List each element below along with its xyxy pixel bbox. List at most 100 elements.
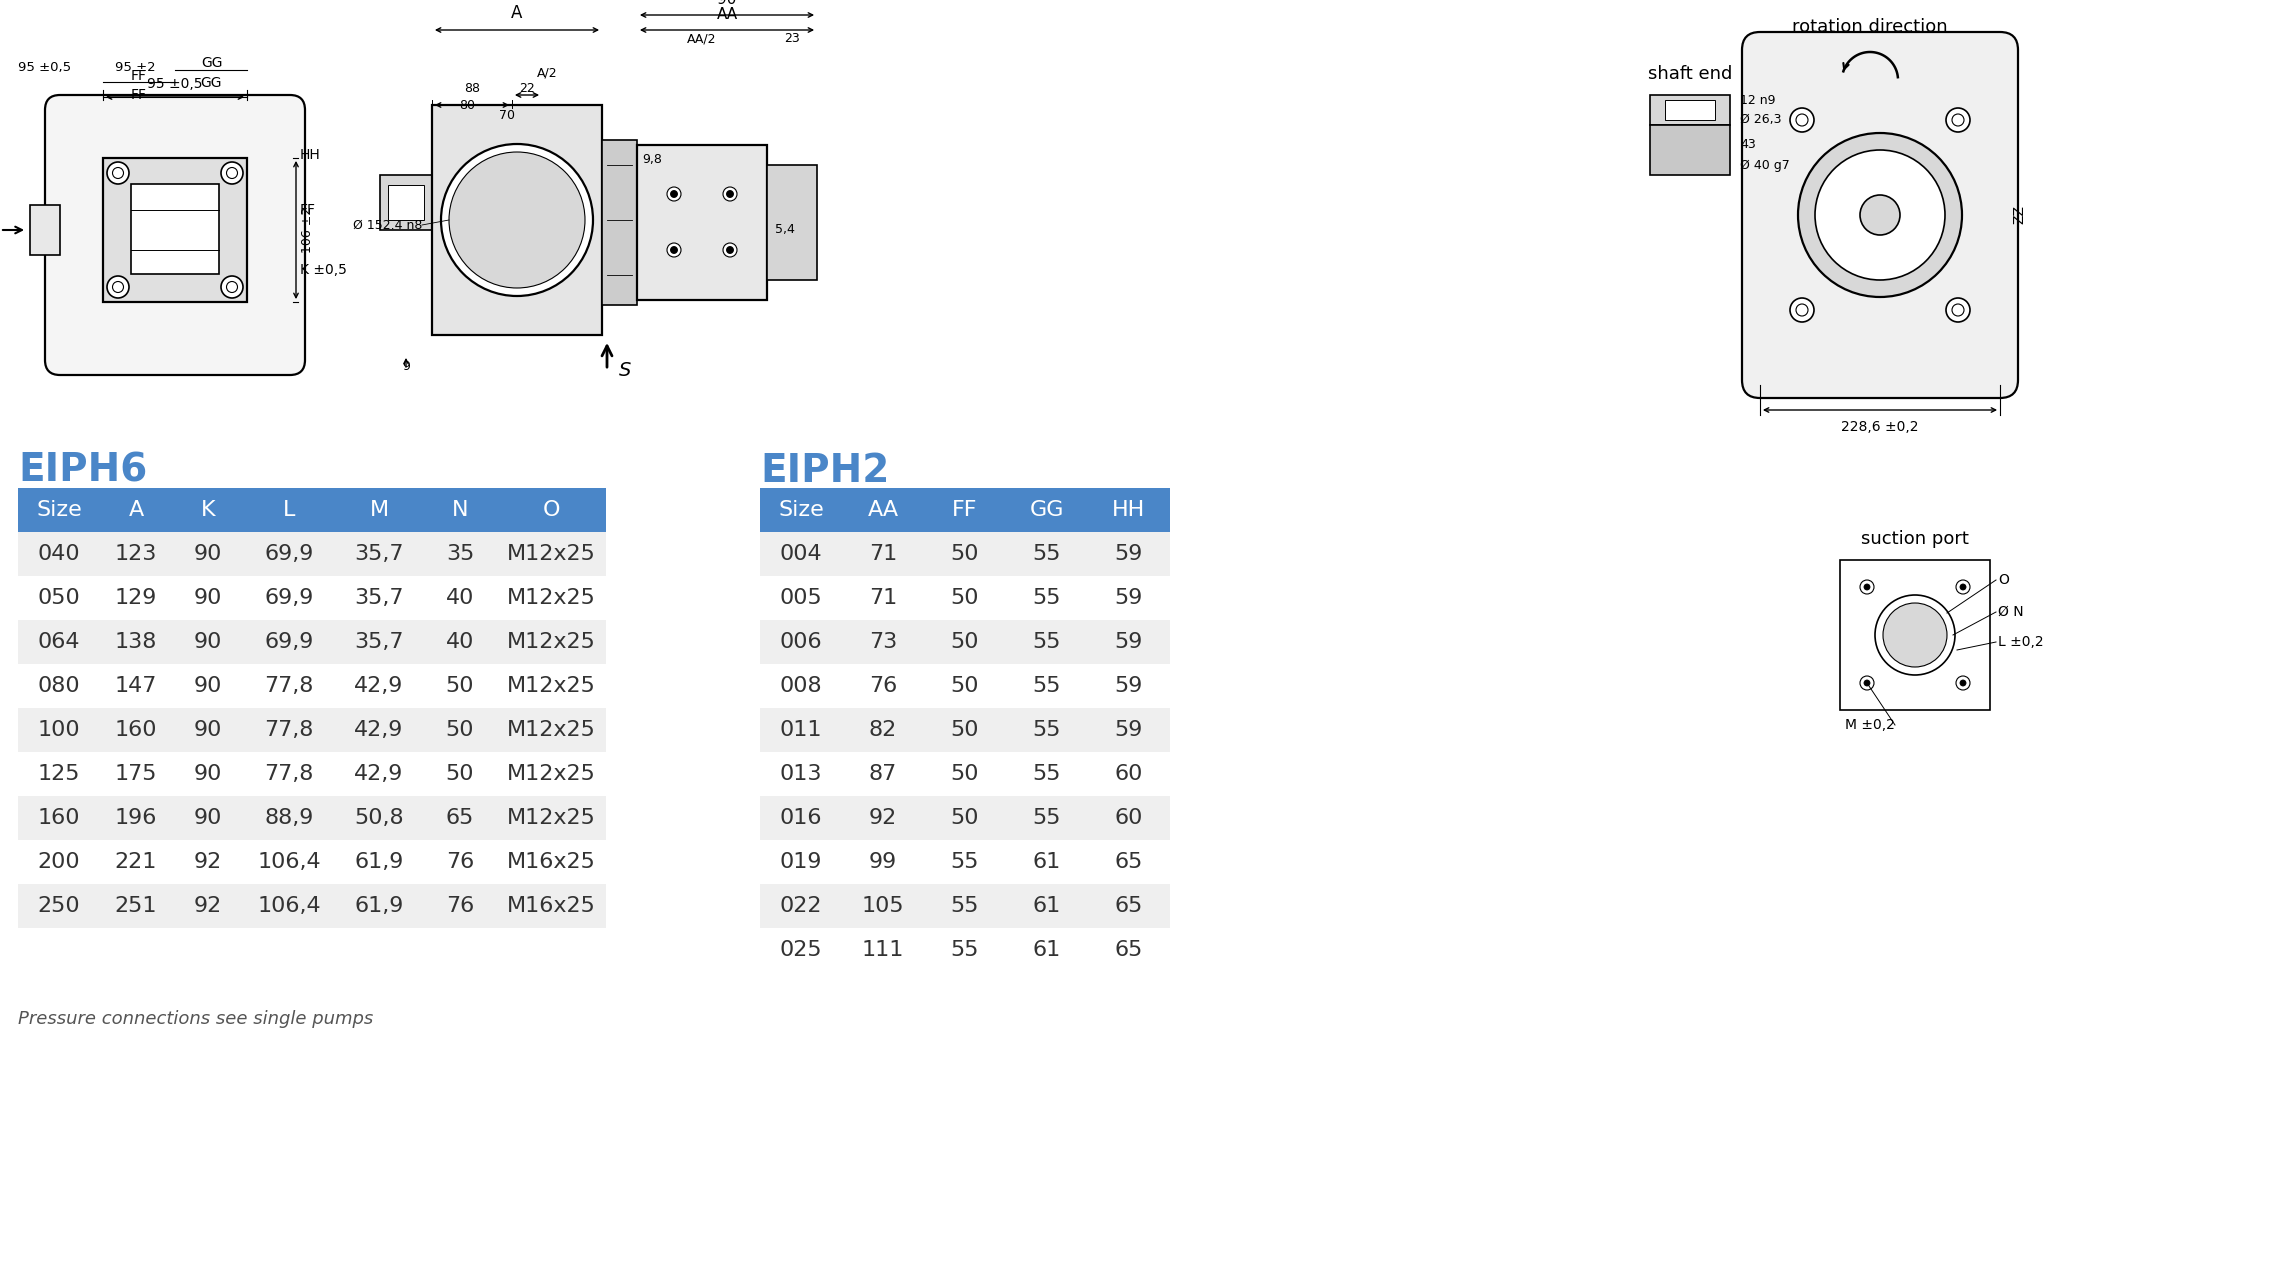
FancyBboxPatch shape (843, 488, 925, 533)
Text: L ±0,2: L ±0,2 (1997, 635, 2043, 649)
Circle shape (722, 186, 736, 202)
Text: EIPH6: EIPH6 (18, 451, 148, 489)
Text: 65: 65 (445, 808, 475, 828)
Text: 55: 55 (1034, 631, 1061, 652)
FancyBboxPatch shape (173, 708, 243, 752)
FancyBboxPatch shape (173, 664, 243, 708)
FancyBboxPatch shape (761, 708, 843, 752)
FancyBboxPatch shape (761, 884, 843, 928)
Text: 90: 90 (193, 720, 223, 741)
Text: 50: 50 (950, 720, 979, 741)
Text: FF: FF (132, 87, 148, 101)
FancyBboxPatch shape (173, 488, 243, 533)
FancyBboxPatch shape (173, 884, 243, 928)
FancyBboxPatch shape (243, 708, 334, 752)
FancyBboxPatch shape (1006, 796, 1088, 839)
Bar (1665, 100, 1715, 120)
Circle shape (727, 246, 734, 254)
Text: 138: 138 (116, 631, 157, 652)
Circle shape (727, 190, 734, 198)
Text: 147: 147 (116, 676, 157, 696)
FancyBboxPatch shape (173, 796, 243, 839)
Text: 50: 50 (950, 544, 979, 564)
FancyBboxPatch shape (243, 664, 334, 708)
Text: 80: 80 (459, 99, 475, 112)
Text: AA/2: AA/2 (686, 32, 716, 44)
Text: M12x25: M12x25 (507, 588, 595, 607)
Bar (1649, 126, 1729, 175)
FancyBboxPatch shape (173, 839, 243, 884)
FancyBboxPatch shape (243, 796, 334, 839)
Text: 160: 160 (39, 808, 80, 828)
Text: GG: GG (202, 56, 223, 70)
FancyBboxPatch shape (1088, 533, 1170, 576)
FancyBboxPatch shape (334, 576, 425, 620)
FancyBboxPatch shape (1088, 576, 1170, 620)
Text: 90: 90 (193, 588, 223, 607)
Text: 5,4: 5,4 (775, 223, 795, 237)
FancyBboxPatch shape (843, 796, 925, 839)
Circle shape (450, 152, 584, 288)
Text: 70: 70 (500, 109, 516, 122)
Text: 005: 005 (779, 588, 822, 607)
Text: 50: 50 (445, 676, 475, 696)
FancyBboxPatch shape (925, 664, 1006, 708)
Text: 004: 004 (779, 544, 822, 564)
Bar (768, 165, 818, 280)
Text: 160: 160 (116, 720, 157, 741)
Text: 022: 022 (779, 896, 822, 915)
Text: 61,9: 61,9 (354, 852, 404, 872)
FancyBboxPatch shape (1088, 884, 1170, 928)
Text: 35: 35 (445, 544, 475, 564)
FancyBboxPatch shape (843, 752, 925, 796)
Text: 55: 55 (1034, 720, 1061, 741)
Text: 69,9: 69,9 (264, 544, 314, 564)
Circle shape (441, 145, 593, 295)
Circle shape (1956, 579, 1970, 593)
Text: AA: AA (716, 8, 738, 22)
FancyBboxPatch shape (925, 620, 1006, 664)
Text: 50: 50 (445, 720, 475, 741)
Text: 69,9: 69,9 (264, 631, 314, 652)
Text: FF: FF (132, 68, 148, 82)
FancyBboxPatch shape (18, 839, 100, 884)
Text: 50: 50 (950, 588, 979, 607)
Bar (132, 184, 218, 274)
Text: 59: 59 (1116, 588, 1143, 607)
FancyBboxPatch shape (843, 928, 925, 973)
Text: 123: 123 (116, 544, 157, 564)
Text: HH: HH (300, 148, 320, 162)
Text: 55: 55 (950, 940, 979, 960)
FancyBboxPatch shape (495, 488, 607, 533)
Text: 50: 50 (950, 808, 979, 828)
FancyBboxPatch shape (843, 576, 925, 620)
Circle shape (227, 281, 239, 293)
Text: 76: 76 (868, 676, 897, 696)
FancyBboxPatch shape (1088, 928, 1170, 973)
FancyBboxPatch shape (925, 708, 1006, 752)
Text: N: N (452, 500, 468, 520)
Text: 22: 22 (518, 82, 534, 95)
Text: 61: 61 (1034, 896, 1061, 915)
FancyBboxPatch shape (1006, 752, 1088, 796)
FancyBboxPatch shape (425, 839, 495, 884)
Text: 35,7: 35,7 (354, 588, 404, 607)
FancyBboxPatch shape (100, 488, 173, 533)
FancyBboxPatch shape (1088, 796, 1170, 839)
FancyBboxPatch shape (334, 708, 425, 752)
Circle shape (1815, 150, 1945, 280)
Text: 016: 016 (779, 808, 822, 828)
FancyBboxPatch shape (1088, 620, 1170, 664)
FancyBboxPatch shape (495, 620, 607, 664)
Circle shape (107, 276, 130, 298)
FancyBboxPatch shape (1006, 620, 1088, 664)
FancyBboxPatch shape (100, 533, 173, 576)
FancyBboxPatch shape (495, 796, 607, 839)
FancyBboxPatch shape (18, 708, 100, 752)
FancyBboxPatch shape (1088, 752, 1170, 796)
FancyBboxPatch shape (243, 620, 334, 664)
FancyBboxPatch shape (761, 576, 843, 620)
Text: M16x25: M16x25 (507, 896, 595, 915)
FancyBboxPatch shape (1088, 664, 1170, 708)
Text: rotation direction: rotation direction (1793, 18, 1947, 36)
